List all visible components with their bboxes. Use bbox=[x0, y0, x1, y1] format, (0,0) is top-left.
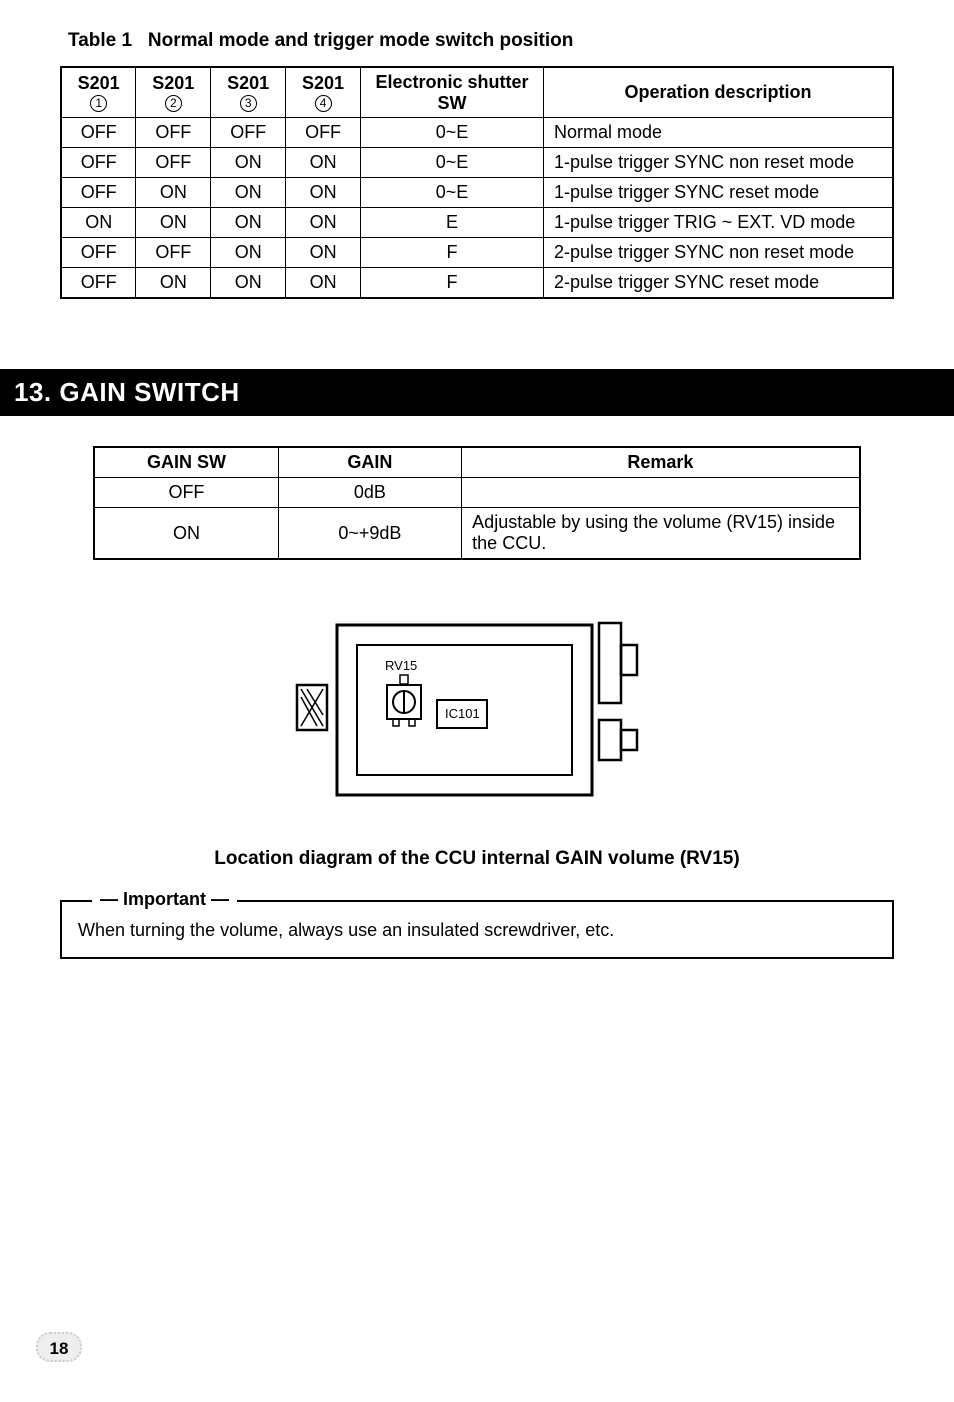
section-13-heading: 13. GAIN SWITCH bbox=[0, 369, 954, 416]
table2: GAIN SW GAIN Remark OFF0dBON0~+9dBAdjust… bbox=[93, 446, 860, 560]
table-cell: ON bbox=[286, 178, 361, 208]
table-cell: ON bbox=[211, 268, 286, 299]
table-row: OFF0dB bbox=[94, 478, 859, 508]
t2-h3: Remark bbox=[462, 447, 860, 478]
table-cell: OFF bbox=[61, 118, 136, 148]
diagram-caption: Location diagram of the CCU internal GAI… bbox=[60, 848, 894, 870]
table-cell: 1-pulse trigger TRIG ~ EXT. VD mode bbox=[544, 208, 893, 238]
table-cell: 0~E bbox=[361, 118, 544, 148]
table-cell: 1-pulse trigger SYNC non reset mode bbox=[544, 148, 893, 178]
table-cell: ON bbox=[211, 238, 286, 268]
rv15-label: RV15 bbox=[385, 658, 417, 673]
table-cell: OFF bbox=[61, 178, 136, 208]
table-cell: OFF bbox=[61, 148, 136, 178]
table-cell: F bbox=[361, 268, 544, 299]
table-row: OFFOFFOFFOFF0~ENormal mode bbox=[61, 118, 893, 148]
page-number: 18 bbox=[36, 1332, 82, 1362]
t1-h4: S2014 bbox=[286, 67, 361, 118]
t1-h5: Electronic shutter SW bbox=[361, 67, 544, 118]
table-cell: Adjustable by using the volume (RV15) in… bbox=[462, 508, 860, 560]
table1-caption-prefix: Table 1 bbox=[68, 30, 132, 51]
table-cell: ON bbox=[61, 208, 136, 238]
table-cell: OFF bbox=[211, 118, 286, 148]
t1-h6: Operation description bbox=[544, 67, 893, 118]
table-cell: ON bbox=[286, 238, 361, 268]
table-cell: 0~+9dB bbox=[278, 508, 462, 560]
table-cell: ON bbox=[136, 178, 211, 208]
table-cell: E bbox=[361, 208, 544, 238]
table-cell: ON bbox=[211, 208, 286, 238]
table-cell: OFF bbox=[136, 238, 211, 268]
t1-h1: S2011 bbox=[61, 67, 136, 118]
table-cell: OFF bbox=[136, 148, 211, 178]
table-cell: ON bbox=[136, 208, 211, 238]
table-cell: OFF bbox=[61, 238, 136, 268]
table1: S2011 S2012 S2013 S2014 Electronic shutt… bbox=[60, 66, 894, 299]
important-text: When turning the volume, always use an i… bbox=[78, 920, 614, 940]
ic101-label: IC101 bbox=[445, 706, 480, 721]
table-cell: 0dB bbox=[278, 478, 462, 508]
t2-h1: GAIN SW bbox=[94, 447, 278, 478]
table-cell: OFF bbox=[286, 118, 361, 148]
table-row: ON0~+9dBAdjustable by using the volume (… bbox=[94, 508, 859, 560]
table-cell: ON bbox=[94, 508, 278, 560]
t1-h2: S2012 bbox=[136, 67, 211, 118]
table-cell: 2-pulse trigger SYNC non reset mode bbox=[544, 238, 893, 268]
table-cell: Normal mode bbox=[544, 118, 893, 148]
important-label: — Important — bbox=[92, 889, 237, 910]
table-cell: ON bbox=[286, 148, 361, 178]
t1-h3: S2013 bbox=[211, 67, 286, 118]
table-cell: ON bbox=[211, 178, 286, 208]
table-cell: F bbox=[361, 238, 544, 268]
table-row: OFFONONON0~E1-pulse trigger SYNC reset m… bbox=[61, 178, 893, 208]
table-row: OFFOFFONON0~E1-pulse trigger SYNC non re… bbox=[61, 148, 893, 178]
table-cell: OFF bbox=[94, 478, 278, 508]
table-cell: ON bbox=[286, 208, 361, 238]
table-cell: 0~E bbox=[361, 178, 544, 208]
table-cell: ON bbox=[286, 268, 361, 299]
table-cell: 0~E bbox=[361, 148, 544, 178]
table-cell: 1-pulse trigger SYNC reset mode bbox=[544, 178, 893, 208]
table-cell: OFF bbox=[136, 118, 211, 148]
table-cell: ON bbox=[136, 268, 211, 299]
t2-h2: GAIN bbox=[278, 447, 462, 478]
table-row: ONONONONE1-pulse trigger TRIG ~ EXT. VD … bbox=[61, 208, 893, 238]
table1-caption-body: Normal mode and trigger mode switch posi… bbox=[148, 30, 573, 51]
table1-caption: Table 1 Normal mode and trigger mode swi… bbox=[68, 30, 894, 52]
table-cell: ON bbox=[211, 148, 286, 178]
table-row: OFFONONONF2-pulse trigger SYNC reset mod… bbox=[61, 268, 893, 299]
table-cell bbox=[462, 478, 860, 508]
table-cell: 2-pulse trigger SYNC reset mode bbox=[544, 268, 893, 299]
ccu-diagram: RV15 IC101 bbox=[60, 615, 894, 820]
table-row: OFFOFFONONF2-pulse trigger SYNC non rese… bbox=[61, 238, 893, 268]
important-box: — Important — When turning the volume, a… bbox=[60, 900, 894, 959]
table-cell: OFF bbox=[61, 268, 136, 299]
